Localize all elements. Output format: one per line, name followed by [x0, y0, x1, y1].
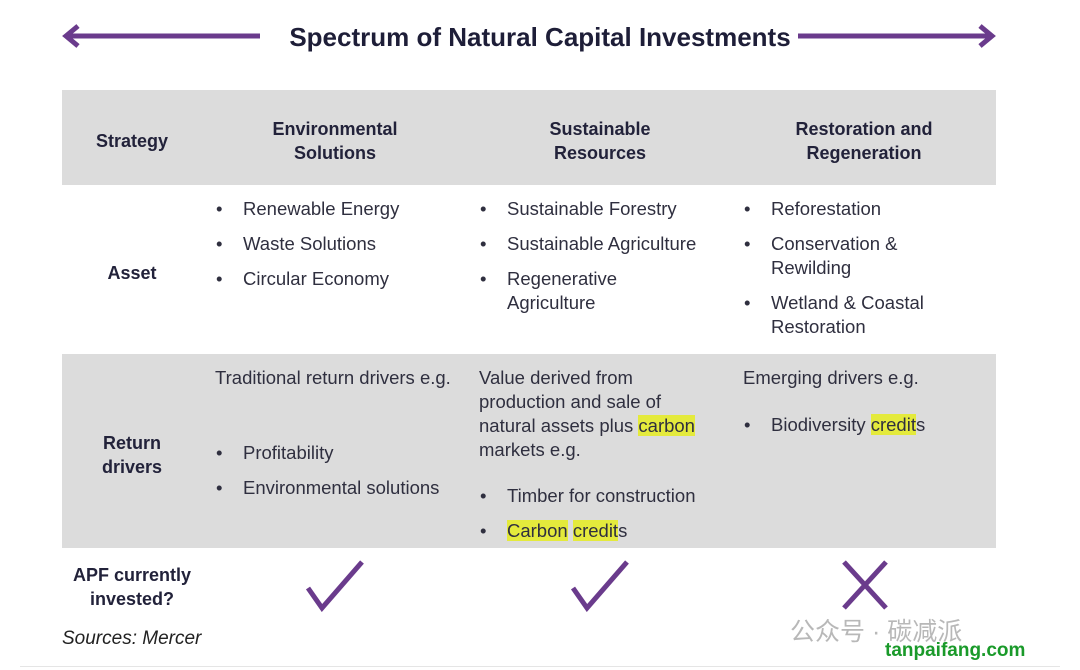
watermark-site: tanpaifang.com — [885, 640, 1026, 661]
cross-icon — [842, 560, 888, 610]
row-label-apf-invested: APF currently invested? — [72, 565, 192, 609]
list-item: Sustainable Forestry — [479, 197, 729, 221]
return-list-col3: Biodiversity credits — [743, 413, 983, 448]
list-item: Profitability — [215, 441, 465, 465]
row-label-asset: Asset — [107, 263, 157, 283]
header-band — [62, 90, 996, 185]
asset-list-col2: Sustainable Forestry Sustainable Agricul… — [479, 197, 729, 326]
list-item: Timber for construction — [479, 484, 729, 508]
list-item: Conservation & Rewilding — [743, 232, 928, 280]
highlight-credit: credit — [572, 520, 619, 541]
source-note: Sources: Mercer — [62, 628, 202, 649]
watermark-text: 公众号 · 碳减派 — [790, 618, 963, 646]
item-text: Biodiversity — [771, 414, 871, 435]
suffix-text: s — [618, 520, 628, 541]
intro-text: markets e.g. — [479, 439, 581, 460]
list-item: Wetland & Coastal Restoration — [743, 291, 928, 339]
check-icon — [305, 560, 364, 612]
list-item: Circular Economy — [215, 267, 465, 291]
return-list-col2: Timber for construction Carbon credits — [479, 484, 729, 554]
list-item: Carbon credits — [479, 519, 729, 543]
asset-list-col3: Reforestation Conservation & Rewilding W… — [743, 197, 963, 350]
arrow-right-icon — [798, 24, 996, 48]
list-item: Biodiversity credits — [743, 413, 983, 437]
return-intro-col3: Emerging drivers e.g. — [743, 367, 919, 388]
list-item: Sustainable Agriculture — [479, 232, 729, 256]
header-environmental-solutions: Environmental Solutions — [272, 119, 398, 163]
suffix-text: s — [915, 414, 926, 435]
highlight-carbon: carbon — [638, 415, 695, 436]
highlight-credit: credit — [870, 414, 916, 435]
header-sustainable-resources: Sustainable Resources — [549, 119, 651, 163]
intro-text: Value derived from production and sale o… — [479, 367, 662, 436]
return-list-col1: Profitability Environmental solutions — [215, 441, 465, 511]
header-strategy: Strategy — [95, 131, 169, 151]
list-item: Renewable Energy — [215, 197, 465, 221]
divider — [20, 666, 1060, 667]
highlight-carbon: Carbon — [507, 520, 568, 541]
row-label-return-drivers: Return drivers — [102, 433, 163, 477]
page-title: Spectrum of Natural Capital Investments — [289, 22, 791, 52]
return-intro-col1: Traditional return drivers e.g. — [215, 367, 451, 388]
list-item: Regenerative Agriculture — [479, 267, 639, 315]
list-item: Waste Solutions — [215, 232, 465, 256]
arrow-left-icon — [62, 24, 260, 48]
list-item: Reforestation — [743, 197, 963, 221]
asset-list-col1: Renewable Energy Waste Solutions Circula… — [215, 197, 465, 302]
check-icon — [570, 560, 629, 612]
return-intro-col2: Value derived from production and sale o… — [479, 366, 715, 462]
list-item: Environmental solutions — [215, 476, 465, 500]
header-restoration-regeneration: Restoration and Regeneration — [795, 119, 933, 163]
